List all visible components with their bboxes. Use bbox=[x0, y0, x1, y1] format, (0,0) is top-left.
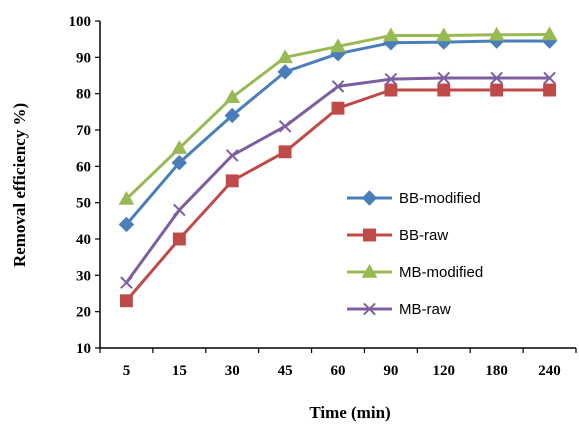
legend-label: BB-modified bbox=[399, 190, 481, 207]
x-tick-label: 15 bbox=[172, 363, 187, 379]
data-point bbox=[383, 27, 399, 42]
y-axis-title: Removal efficiency %) bbox=[10, 103, 29, 267]
data-point bbox=[171, 154, 188, 171]
data-point bbox=[120, 276, 133, 289]
data-point bbox=[435, 27, 452, 42]
y-tick-label: 50 bbox=[76, 196, 91, 212]
marker-x-stroke bbox=[490, 71, 503, 85]
legend-label: MB-raw bbox=[399, 301, 451, 318]
series-bb-raw bbox=[119, 83, 557, 308]
y-tick-label: 60 bbox=[76, 159, 91, 175]
data-point bbox=[119, 294, 133, 308]
y-tick-label: 20 bbox=[76, 305, 91, 321]
legend-marker bbox=[363, 228, 376, 242]
x-tick-label: 240 bbox=[538, 363, 561, 379]
legend-marker bbox=[363, 302, 376, 316]
x-tick-label: 5 bbox=[123, 363, 131, 379]
data-point bbox=[225, 174, 239, 188]
marker-x-stroke bbox=[363, 302, 376, 316]
marker-x-stroke bbox=[437, 71, 451, 85]
data-point bbox=[225, 149, 239, 162]
legend-label: BB-raw bbox=[399, 227, 448, 244]
data-point bbox=[173, 203, 186, 217]
data-point bbox=[224, 107, 240, 124]
x-tick-label: 30 bbox=[225, 363, 240, 379]
x-tick-label: 60 bbox=[331, 363, 346, 379]
data-point bbox=[278, 145, 292, 159]
x-tick-label: 180 bbox=[485, 363, 508, 379]
y-tick-label: 80 bbox=[76, 87, 91, 103]
marker-x-stroke bbox=[384, 72, 398, 86]
y-tick-label: 90 bbox=[76, 50, 91, 66]
data-point bbox=[331, 80, 345, 93]
marker-x-stroke bbox=[543, 71, 556, 85]
y-tick-label: 30 bbox=[76, 268, 91, 284]
data-point bbox=[330, 38, 346, 53]
series-lines bbox=[118, 26, 558, 308]
x-tick-label: 45 bbox=[278, 363, 293, 379]
legend-entry: BB-raw bbox=[347, 227, 448, 244]
axes: 10 20 30 40 50 60 70 80 90 100 5 15 30 45 60 90 120 180 24… bbox=[69, 14, 577, 379]
legend-entry: MB-modified bbox=[347, 263, 483, 281]
data-point bbox=[224, 89, 241, 104]
marker-x-stroke bbox=[173, 203, 186, 217]
data-point bbox=[118, 191, 135, 205]
data-point bbox=[488, 26, 505, 41]
legend-entry: BB-modified bbox=[347, 190, 481, 207]
data-point bbox=[437, 83, 451, 97]
series-line bbox=[125, 88, 550, 302]
y-tick-label: 100 bbox=[69, 14, 92, 30]
legend-entry: MB-raw bbox=[347, 301, 451, 318]
marker-x-stroke bbox=[120, 276, 133, 289]
data-point bbox=[171, 140, 188, 154]
y-tick-label: 70 bbox=[76, 123, 91, 139]
marker-x-stroke bbox=[331, 80, 345, 93]
marker-x-stroke bbox=[278, 120, 292, 133]
legend-marker bbox=[361, 263, 378, 278]
data-point bbox=[437, 71, 451, 85]
legend-label: MB-modified bbox=[399, 264, 483, 281]
x-axis-title: Time (min) bbox=[309, 403, 390, 422]
data-point bbox=[490, 83, 504, 97]
data-point bbox=[277, 64, 293, 80]
y-tick-label: 40 bbox=[76, 232, 91, 248]
series-bb-modified bbox=[118, 33, 558, 233]
data-point bbox=[277, 49, 293, 64]
y-tick-label: 10 bbox=[76, 341, 91, 357]
x-tick-label: 120 bbox=[433, 363, 456, 379]
data-point bbox=[172, 232, 186, 246]
series-mb-modified bbox=[118, 26, 558, 205]
legend: BB-modified BB-raw MB-modified MB-raw bbox=[347, 190, 483, 318]
series-mb-raw bbox=[120, 71, 556, 289]
data-point bbox=[543, 71, 556, 85]
data-point bbox=[541, 26, 558, 41]
data-point bbox=[490, 71, 503, 85]
marker-x-stroke bbox=[225, 149, 239, 162]
legend-marker bbox=[361, 190, 378, 206]
data-point bbox=[118, 216, 135, 233]
data-point bbox=[278, 120, 292, 133]
data-point bbox=[384, 83, 398, 97]
data-point bbox=[543, 83, 557, 97]
x-tick-label: 90 bbox=[383, 363, 398, 379]
data-point bbox=[384, 72, 398, 86]
data-point bbox=[331, 101, 345, 115]
